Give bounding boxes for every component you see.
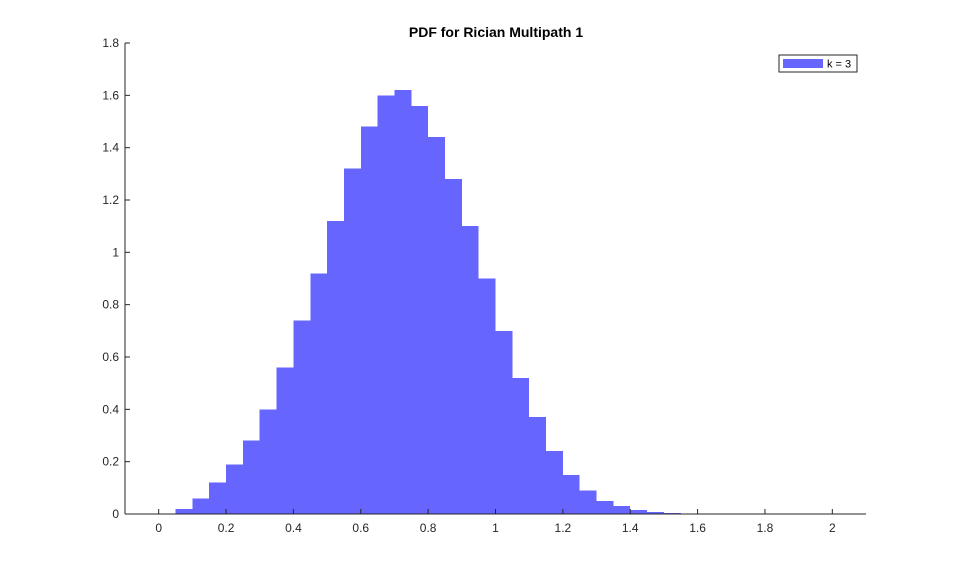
chart-title: PDF for Rician Multipath 1 (409, 24, 583, 40)
histogram-bar (293, 320, 310, 514)
y-tick-label: 0.4 (102, 402, 119, 416)
histogram-bar (209, 483, 226, 514)
y-tick-label: 1 (112, 245, 119, 259)
x-tick-label: 0.4 (285, 521, 302, 535)
histogram-bar (361, 127, 378, 514)
histogram-bar (512, 378, 529, 514)
histogram-bar (546, 451, 563, 514)
histogram-bar (462, 226, 479, 514)
histogram-bar (496, 331, 513, 514)
y-tick-label: 0.8 (102, 298, 119, 312)
histogram-bar (327, 221, 344, 514)
histogram-bar (563, 475, 580, 514)
y-tick-label: 1.4 (102, 141, 119, 155)
y-tick-label: 1.8 (102, 36, 119, 50)
legend-swatch (783, 59, 823, 68)
y-tick-label: 1.2 (102, 193, 119, 207)
histogram-bar (597, 501, 614, 514)
histogram-bar (176, 509, 193, 514)
x-tick-label: 1.2 (555, 521, 572, 535)
histogram-bar (445, 179, 462, 514)
legend-label: k = 3 (827, 59, 851, 71)
x-tick-label: 1 (492, 521, 499, 535)
x-tick-label: 0 (155, 521, 162, 535)
x-tick-label: 0.2 (218, 521, 235, 535)
x-tick-label: 1.4 (622, 521, 639, 535)
histogram-bar (378, 95, 395, 514)
histogram-bar (394, 90, 411, 514)
x-tick-label: 1.6 (689, 521, 706, 535)
histogram-bar (310, 273, 327, 514)
y-tick-label: 0.2 (102, 455, 119, 469)
histogram-bar (243, 441, 260, 514)
histogram-bar (613, 506, 630, 514)
histogram-bar (277, 367, 294, 514)
x-tick-label: 2 (829, 521, 836, 535)
histogram-bar (411, 106, 428, 514)
y-tick-label: 0 (112, 507, 119, 521)
x-tick-label: 1.8 (757, 521, 774, 535)
x-tick-label: 0.8 (420, 521, 437, 535)
histogram-bar (344, 169, 361, 514)
histogram-bar (226, 464, 243, 514)
histogram-bar (192, 498, 209, 514)
y-tick-label: 1.6 (102, 88, 119, 102)
x-tick-label: 0.6 (352, 521, 369, 535)
histogram-bar (529, 417, 546, 514)
histogram-bar (428, 137, 445, 514)
histogram-bar (260, 409, 277, 514)
histogram-bar (580, 490, 597, 514)
histogram-bar (630, 510, 647, 514)
y-tick-label: 0.6 (102, 350, 119, 364)
legend: k = 3 (779, 55, 857, 72)
histogram-bar (479, 279, 496, 515)
